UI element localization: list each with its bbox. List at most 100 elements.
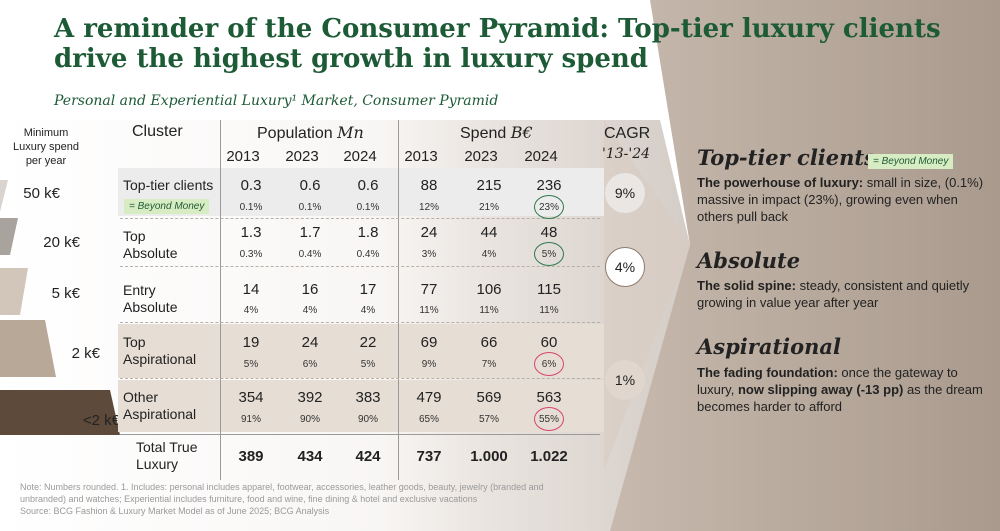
- spend-value: 77: [420, 281, 438, 298]
- segment-desc-text: small in size, (0.1%) massive in impact …: [697, 175, 984, 224]
- cluster-name-top-aspirational: Top Aspirational: [123, 334, 196, 368]
- spend-value: 569: [476, 389, 502, 406]
- spend-label: Spend: [460, 125, 507, 142]
- row-separator: [120, 378, 600, 379]
- spend-value: 479: [416, 389, 442, 406]
- segment-tag-text: = Beyond Money: [868, 154, 954, 169]
- divider-population: [398, 120, 399, 480]
- pop-value: 1.3: [240, 224, 262, 241]
- pop-share: 6%: [302, 359, 318, 370]
- total-spend: 1.022: [530, 448, 568, 465]
- cluster-name-line1: Entry: [123, 282, 156, 298]
- spend-value: 48: [540, 224, 558, 241]
- cluster-name-total: Total True Luxury: [136, 439, 197, 473]
- spend-value: 44: [480, 224, 498, 241]
- total-spend: 737: [416, 448, 442, 465]
- cluster-name-entry-absolute: Entry Absolute: [123, 282, 177, 316]
- segment-desc-bold: now slipping away (-13 pp): [737, 382, 904, 397]
- pop-value: 1.7: [299, 224, 321, 241]
- spend-value: 66: [480, 334, 498, 351]
- segment-tag-beyond-money: = Beyond Money: [868, 151, 954, 169]
- pop-value: 354: [238, 389, 264, 406]
- pop-value: 392: [297, 389, 323, 406]
- cluster-name-top-absolute: Top Absolute: [123, 228, 177, 262]
- pyramid-label-50k: 50 k€: [23, 185, 60, 202]
- pyramid-header: Minimum Luxury spend per year: [12, 127, 80, 167]
- row-band-top-aspirational: [118, 324, 604, 378]
- beyond-money-tag-text: = Beyond Money: [124, 199, 210, 214]
- spend-share: 11%: [419, 305, 439, 316]
- pop-value: 19: [242, 334, 260, 351]
- segment-title-aspirational: Aspirational: [697, 334, 841, 359]
- pop-share: 90%: [357, 414, 378, 425]
- total-spend: 1.000: [470, 448, 508, 465]
- pyramid-label-under2k: <2 k€: [82, 412, 120, 429]
- spend-share: 11%: [479, 305, 499, 316]
- spend-share: 57%: [478, 414, 499, 425]
- pop-share: 5%: [360, 359, 376, 370]
- pyramid-label-5k: 5 k€: [51, 285, 80, 302]
- pyramid-level-3: [0, 268, 28, 315]
- spend-value: 88: [420, 177, 438, 194]
- spend-share: 12%: [418, 202, 439, 213]
- spend-share: 9%: [421, 359, 437, 370]
- cluster-name-line1: Top: [123, 228, 146, 244]
- segment-desc-bold: The solid spine:: [697, 278, 796, 293]
- cagr-period: '13-'24: [602, 146, 651, 162]
- pop-share: 0.1%: [298, 202, 322, 213]
- total-pop: 434: [297, 448, 323, 465]
- pop-year-2023: 2023: [285, 148, 319, 165]
- row-band-other-aspirational: [118, 380, 604, 432]
- highlight-circle: [534, 242, 564, 266]
- spend-value: 69: [420, 334, 438, 351]
- pop-share: 4%: [243, 305, 259, 316]
- pop-share: 0.1%: [356, 202, 380, 213]
- population-unit: Mn: [337, 123, 364, 142]
- total-pop: 424: [355, 448, 381, 465]
- cluster-name-line1: Other: [123, 389, 159, 405]
- cluster-name-line2: Absolute: [123, 245, 178, 261]
- spend-share: 7%: [481, 359, 497, 370]
- spend-value: 236: [536, 177, 562, 194]
- spend-value: 563: [536, 389, 562, 406]
- spend-value: 60: [540, 334, 558, 351]
- page-subtitle: Personal and Experiential Luxury¹ Market…: [54, 93, 499, 109]
- pyramid-level-4: [0, 320, 56, 377]
- pop-year-2024: 2024: [343, 148, 377, 165]
- population-header: Population Mn: [257, 123, 364, 143]
- segment-desc-bold: The fading foundation:: [697, 365, 838, 380]
- row-separator: [120, 266, 600, 267]
- cagr-absolute: 4%: [605, 247, 645, 287]
- footnote: Note: Numbers rounded. 1. Includes: pers…: [20, 481, 590, 517]
- beyond-money-tag: = Beyond Money: [124, 196, 210, 214]
- pop-share: 4%: [360, 305, 376, 316]
- segment-title-top-tier: Top-tier clients: [697, 145, 876, 170]
- spend-share: 3%: [421, 249, 437, 260]
- segment-desc-text: once the gateway to luxury,: [697, 365, 958, 397]
- population-label: Population: [257, 125, 333, 142]
- pyramid-level-5: [0, 390, 120, 435]
- spend-year-2023: 2023: [464, 148, 498, 165]
- segment-desc-top-tier: The powerhouse of luxury: small in size,…: [697, 174, 987, 225]
- consumer-pyramid: [0, 180, 120, 435]
- spend-share: 4%: [481, 249, 497, 260]
- pop-value: 1.8: [357, 224, 379, 241]
- pop-share: 5%: [243, 359, 259, 370]
- spend-unit: B€: [510, 123, 533, 142]
- highlight-circle: [534, 407, 564, 431]
- cagr-aspirational: 1%: [605, 360, 645, 400]
- pop-share: 0.4%: [356, 249, 380, 260]
- total-separator: [120, 434, 600, 435]
- cluster-header: Cluster: [132, 123, 183, 140]
- cluster-name-other-aspirational: Other Aspirational: [123, 389, 196, 423]
- spend-value: 106: [476, 281, 502, 298]
- spend-year-2013: 2013: [404, 148, 438, 165]
- total-pop: 389: [238, 448, 264, 465]
- row-separator: [120, 322, 600, 323]
- cluster-name-line2: Absolute: [123, 299, 178, 315]
- spend-share: 65%: [418, 414, 439, 425]
- page-title: A reminder of the Consumer Pyramid: Top-…: [54, 14, 941, 74]
- pop-year-2013: 2013: [226, 148, 260, 165]
- footnote-source: Source: BCG Fashion & Luxury Market Mode…: [20, 506, 330, 516]
- spend-value: 215: [476, 177, 502, 194]
